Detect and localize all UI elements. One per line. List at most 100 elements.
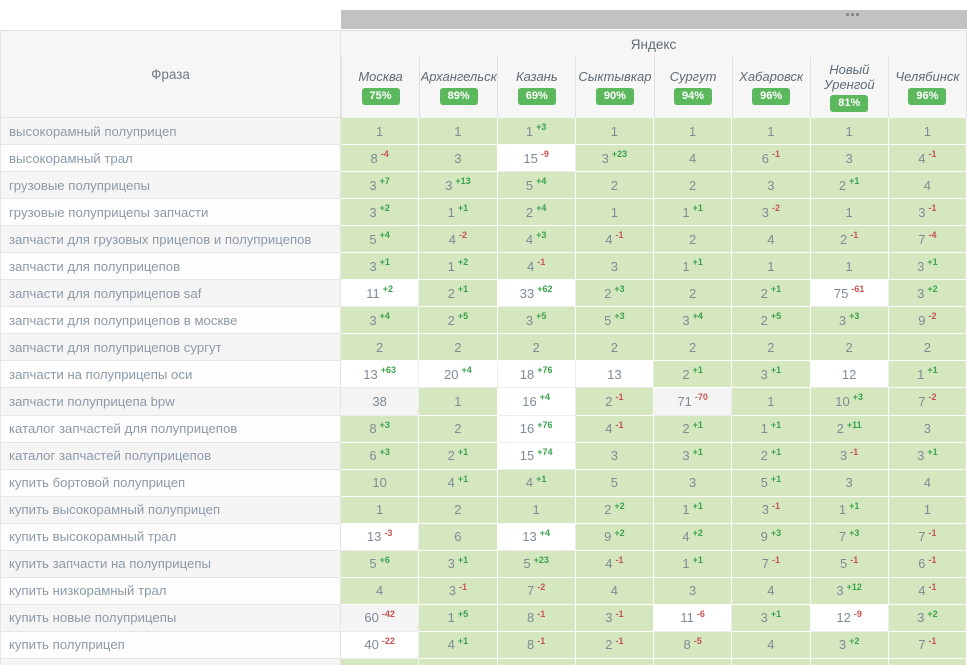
phrase-cell[interactable]: запчасти для полуприцепов сургут (0, 334, 341, 362)
position-cell[interactable]: 2 (888, 334, 967, 362)
city-column-header[interactable]: Архангельск 89% (419, 57, 497, 118)
position-cell[interactable]: 4 (654, 145, 733, 173)
position-cell[interactable]: 4 (732, 577, 811, 605)
phrase-cell[interactable]: купить высокорамный трал (0, 523, 341, 551)
position-cell[interactable]: 2 +1 (654, 415, 733, 443)
position-cell[interactable]: 2 +1 (419, 280, 498, 308)
phrase-cell[interactable]: запчасти для грузовых прицепов и полупри… (0, 226, 341, 254)
position-cell[interactable]: 2 +1 (732, 280, 811, 308)
city-column-header[interactable]: Челябинск 96% (887, 57, 966, 118)
more-options-button[interactable] (846, 13, 859, 16)
phrase-cell[interactable]: грузовые полуприцепы (0, 172, 341, 200)
position-cell[interactable]: 2 +5 (419, 307, 498, 335)
position-cell[interactable]: 2 +1 (654, 361, 733, 389)
phrase-cell[interactable]: высокорамный трал (0, 145, 341, 173)
position-cell[interactable]: 2 (654, 172, 733, 200)
position-cell[interactable]: 1 +1 (732, 415, 811, 443)
position-cell[interactable]: 1 +1 (419, 199, 498, 227)
position-cell[interactable]: 4 -1 (497, 253, 576, 281)
position-cell[interactable]: 60 -42 (341, 604, 420, 632)
phrase-cell[interactable]: купить полуприцеп (0, 631, 341, 659)
position-cell[interactable]: 2 (575, 334, 654, 362)
position-cell[interactable]: 8 +3 (341, 415, 420, 443)
position-cell[interactable]: 3 (419, 145, 498, 173)
position-cell[interactable]: 3 (810, 469, 889, 497)
position-cell[interactable]: 8 -1 (497, 604, 576, 632)
position-cell[interactable] (497, 658, 576, 665)
city-column-header[interactable]: Сыктывкар 90% (575, 57, 653, 118)
position-cell[interactable]: 3 +7 (341, 172, 420, 200)
position-cell[interactable]: 9 -2 (888, 307, 967, 335)
position-cell[interactable]: 1 (575, 118, 654, 146)
position-cell[interactable]: 4 +2 (654, 523, 733, 551)
position-cell[interactable]: 2 +1 (732, 442, 811, 470)
position-cell[interactable]: 2 (419, 415, 498, 443)
position-cell[interactable] (810, 658, 889, 665)
position-cell[interactable]: 15 -9 (497, 145, 576, 173)
position-cell[interactable]: 8 -5 (654, 631, 733, 659)
position-cell[interactable]: 3 +1 (888, 253, 967, 281)
position-cell[interactable]: 33 +62 (497, 280, 576, 308)
city-column-header[interactable]: Новый Уренгой 81% (809, 57, 888, 118)
position-cell[interactable]: 2 (732, 334, 811, 362)
position-cell[interactable]: 71 -70 (654, 388, 733, 416)
position-cell[interactable] (575, 658, 654, 665)
position-cell[interactable]: 3 +3 (810, 307, 889, 335)
position-cell[interactable]: 4 +3 (497, 226, 576, 254)
phrase-cell[interactable]: купить высокорамный полуприцеп (0, 496, 341, 524)
position-cell[interactable]: 2 -1 (575, 388, 654, 416)
position-cell[interactable]: 3 (654, 577, 733, 605)
position-cell[interactable]: 4 (888, 469, 967, 497)
position-cell[interactable]: 2 (810, 334, 889, 362)
position-cell[interactable]: 2 (341, 334, 420, 362)
position-cell[interactable]: 2 +4 (497, 199, 576, 227)
position-cell[interactable]: 18 +76 (497, 361, 576, 389)
position-cell[interactable]: 1 (654, 118, 733, 146)
position-cell[interactable]: 1 (341, 118, 420, 146)
position-cell[interactable]: 1 (575, 199, 654, 227)
position-cell[interactable]: 2 +5 (732, 307, 811, 335)
position-cell[interactable]: 40 -22 (341, 631, 420, 659)
position-cell[interactable]: 5 -1 (810, 550, 889, 578)
position-cell[interactable]: 3 +12 (810, 577, 889, 605)
position-cell[interactable]: 1 (341, 496, 420, 524)
position-cell[interactable]: 6 -1 (888, 550, 967, 578)
phrase-cell[interactable]: каталог запчастей для полуприцепов (0, 415, 341, 443)
position-cell[interactable]: 10 (341, 469, 420, 497)
position-cell[interactable]: 1 +3 (497, 118, 576, 146)
position-cell[interactable]: 4 -1 (888, 145, 967, 173)
position-cell[interactable] (654, 658, 733, 665)
position-cell[interactable]: 3 +2 (888, 604, 967, 632)
position-cell[interactable]: 3 +1 (888, 442, 967, 470)
phrase-cell[interactable]: запчасти полуприцепа bpw (0, 388, 341, 416)
position-cell[interactable]: 1 (888, 118, 967, 146)
position-cell[interactable]: 5 +4 (341, 226, 420, 254)
city-column-header[interactable]: Сургут 94% (653, 57, 732, 118)
position-cell[interactable]: 1 (419, 118, 498, 146)
position-cell[interactable]: 4 -1 (888, 577, 967, 605)
position-cell[interactable]: 3 (810, 145, 889, 173)
position-cell[interactable]: 3 +2 (810, 631, 889, 659)
position-cell[interactable]: 2 +1 (810, 172, 889, 200)
position-cell[interactable]: 2 (654, 280, 733, 308)
position-cell[interactable]: 7 +3 (810, 523, 889, 551)
position-cell[interactable]: 4 (732, 631, 811, 659)
phrase-cell[interactable]: высокорамный полуприцеп (0, 118, 341, 146)
position-cell[interactable]: 1 +5 (419, 604, 498, 632)
position-cell[interactable]: 3 -1 (419, 577, 498, 605)
position-cell[interactable] (341, 658, 420, 665)
position-cell[interactable]: 1 (732, 253, 811, 281)
position-cell[interactable]: 5 (575, 469, 654, 497)
position-cell[interactable]: 3 (654, 469, 733, 497)
position-cell[interactable]: 5 +4 (497, 172, 576, 200)
position-cell[interactable]: 3 -1 (575, 604, 654, 632)
position-cell[interactable]: 4 -1 (575, 415, 654, 443)
phrase-cell[interactable]: купить низкорамный трал (0, 577, 341, 605)
phrase-cell[interactable]: запчасти для полуприцепов в москве (0, 307, 341, 335)
phrase-cell[interactable]: купить новые полуприцепы (0, 604, 341, 632)
position-cell[interactable]: 1 (888, 496, 967, 524)
position-cell[interactable]: 4 (575, 577, 654, 605)
position-cell[interactable]: 4 -2 (419, 226, 498, 254)
city-column-header[interactable]: Хабаровск 96% (731, 57, 810, 118)
position-cell[interactable]: 1 +1 (888, 361, 967, 389)
